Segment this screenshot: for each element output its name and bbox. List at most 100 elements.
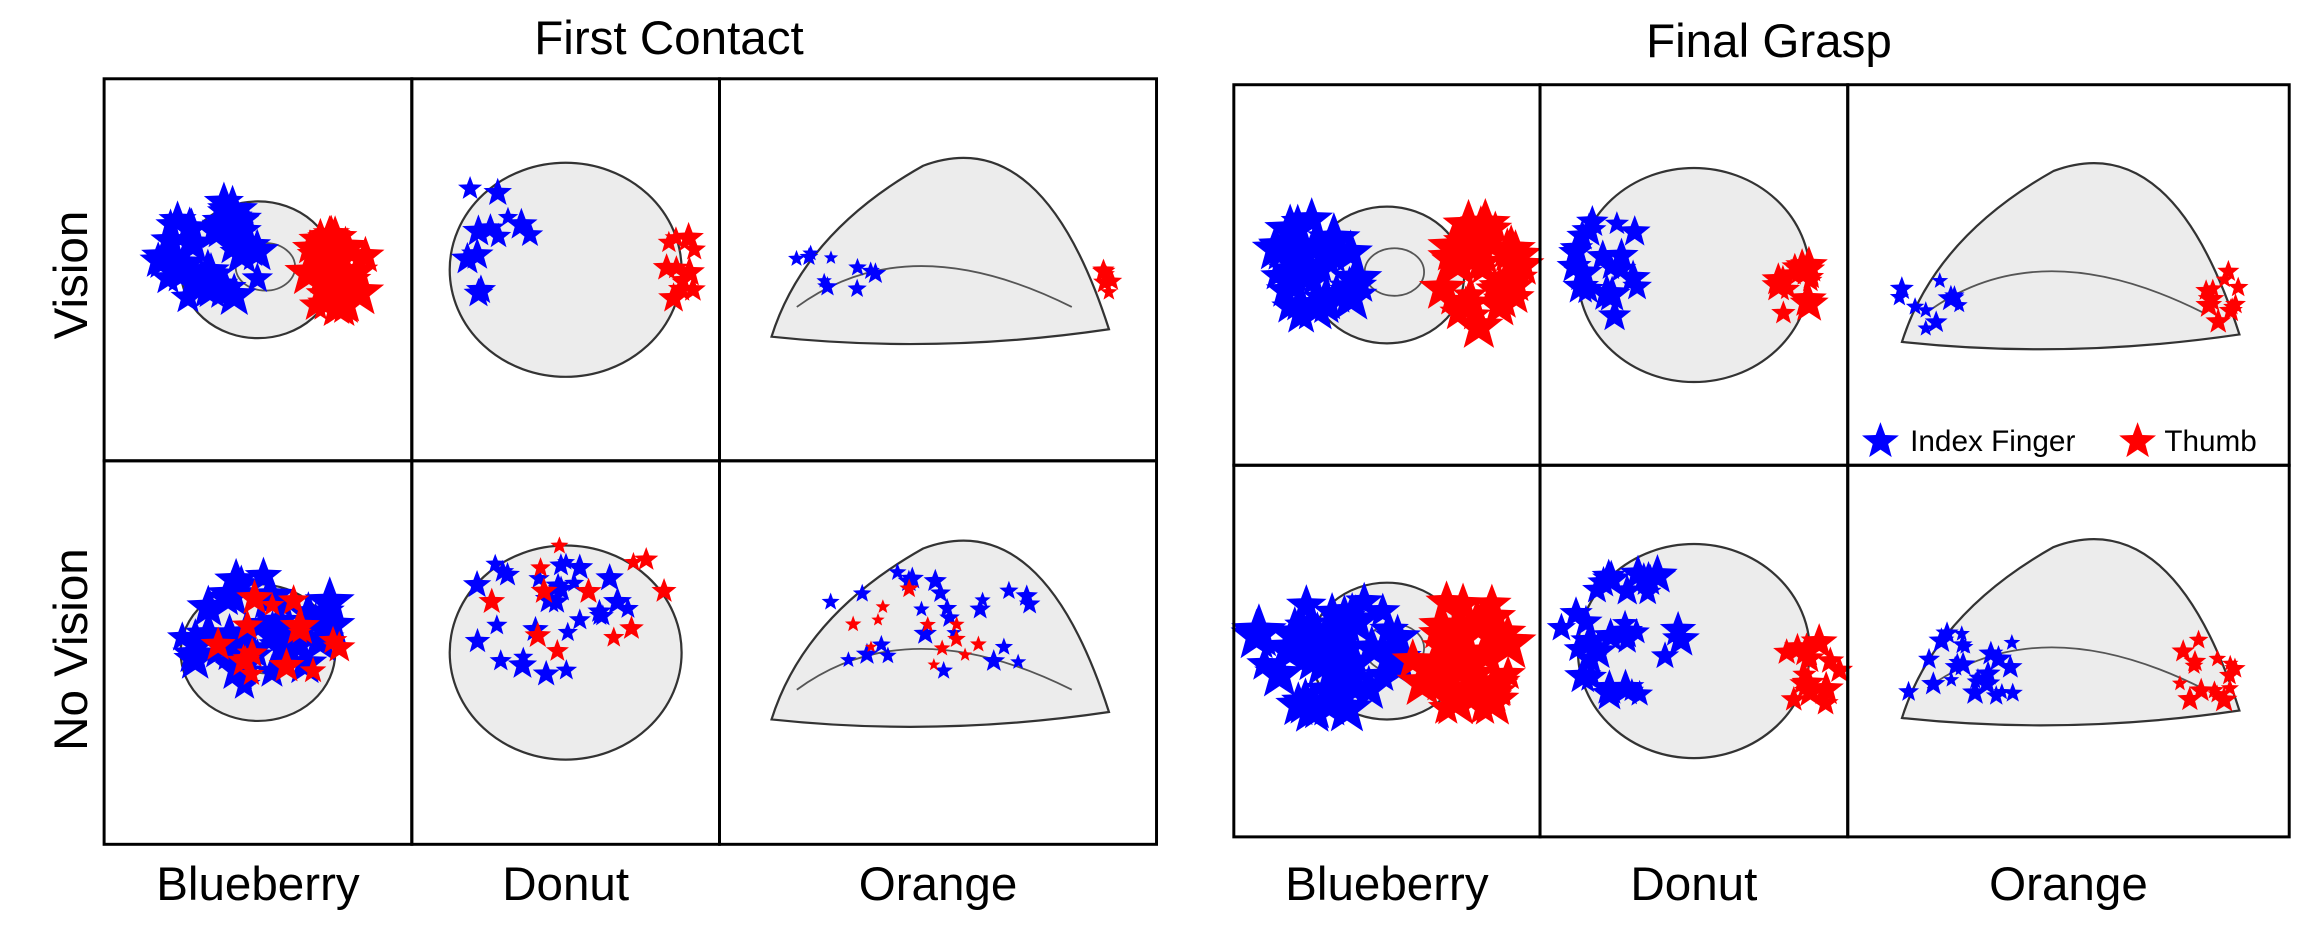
column-label: Donut [502, 858, 629, 911]
contact-star [1788, 279, 1827, 316]
contact-star [587, 598, 612, 622]
contact-star [258, 600, 300, 640]
contact-star [267, 589, 299, 619]
contact-star [557, 621, 578, 642]
contact-star [1623, 617, 1650, 644]
contact-star [1790, 252, 1826, 285]
contact-star [1279, 224, 1326, 269]
contact-star [486, 614, 508, 635]
contact-star [1592, 617, 1629, 652]
contact-star [489, 649, 512, 671]
contact-star [1587, 565, 1620, 597]
contact-star [296, 231, 347, 279]
contact-star [1606, 668, 1645, 705]
contact-star [1943, 671, 1960, 687]
contact-star [1320, 681, 1374, 732]
contact-star [667, 275, 695, 301]
contact-star [821, 592, 840, 610]
contact-star [557, 552, 576, 570]
contact-star [260, 592, 285, 616]
contact-star [1968, 668, 1988, 686]
contact-star [994, 637, 1014, 655]
contact-star [1931, 272, 1949, 288]
contact-star [652, 253, 681, 280]
contact-star [1816, 646, 1845, 673]
panel-title: First Contact [534, 12, 804, 65]
contact-star [947, 629, 966, 648]
contact-star [2217, 259, 2240, 281]
contact-star [1566, 219, 1599, 250]
contact-star [1018, 592, 1041, 614]
contact-star [1607, 613, 1644, 648]
contact-star [268, 647, 305, 682]
contact-star [1325, 269, 1378, 320]
contact-star [1288, 628, 1344, 681]
contact-star [575, 577, 602, 603]
contact-star [1825, 656, 1854, 682]
contact-star [1470, 224, 1507, 259]
contact-star [1591, 558, 1626, 592]
contact-star [2203, 278, 2223, 297]
legend-marker [1862, 422, 1899, 458]
contact-star [1290, 197, 1334, 238]
contact-star [172, 632, 214, 673]
contact-star [1459, 626, 1512, 677]
contact-star [1789, 670, 1815, 695]
contact-star [679, 276, 706, 301]
contact-star [1315, 272, 1358, 313]
contact-star [150, 259, 186, 294]
contact-star [1420, 661, 1460, 698]
column-label: Donut [1630, 858, 1757, 911]
contact-star [203, 181, 244, 220]
contact-star [286, 591, 330, 633]
contact-star [1921, 671, 1946, 695]
contact-star [483, 177, 512, 205]
contact-star [1780, 686, 1807, 711]
contact-star [160, 240, 208, 285]
contact-star [855, 642, 879, 664]
contact-star [823, 250, 839, 264]
contact-star [1312, 230, 1348, 265]
contact-star [658, 282, 689, 312]
donut-image [448, 544, 683, 761]
donut-image [448, 161, 683, 378]
contact-star [1950, 651, 1976, 676]
panel-title: Final Grasp [1646, 15, 1892, 68]
contact-star [1619, 554, 1657, 590]
contact-star [174, 618, 216, 658]
contact-star [513, 646, 534, 666]
column-label: Orange [1989, 858, 2148, 911]
contact-star [923, 568, 947, 592]
contact-star [323, 630, 356, 662]
contact-star [282, 640, 328, 684]
contact-star [1563, 252, 1603, 291]
contact-star [206, 577, 246, 616]
contact-star [2223, 297, 2242, 315]
contact-star [919, 616, 936, 632]
contact-star [549, 553, 573, 576]
contact-star [651, 577, 677, 602]
fruit-layer [179, 156, 2241, 761]
contact-star [871, 612, 885, 626]
contact-star [864, 262, 887, 284]
contact-star [1284, 607, 1320, 641]
contact-star [1662, 619, 1700, 656]
contact-star [1418, 601, 1466, 647]
contact-star [1322, 626, 1368, 670]
contact-star [1442, 198, 1495, 249]
contact-star [1279, 292, 1323, 333]
contact-star [948, 616, 965, 632]
contact-star [1597, 298, 1632, 331]
contact-star [226, 643, 261, 676]
contact-star [1792, 662, 1817, 686]
contact-star [528, 567, 550, 588]
contact-star [1780, 260, 1806, 285]
contact-star [1306, 284, 1347, 324]
contact-star [1425, 580, 1468, 621]
contact-star [1953, 625, 1970, 641]
contact-star [1962, 679, 1988, 704]
contact-star [840, 651, 857, 667]
contact-star [1950, 296, 1968, 313]
contact-star [888, 562, 907, 581]
